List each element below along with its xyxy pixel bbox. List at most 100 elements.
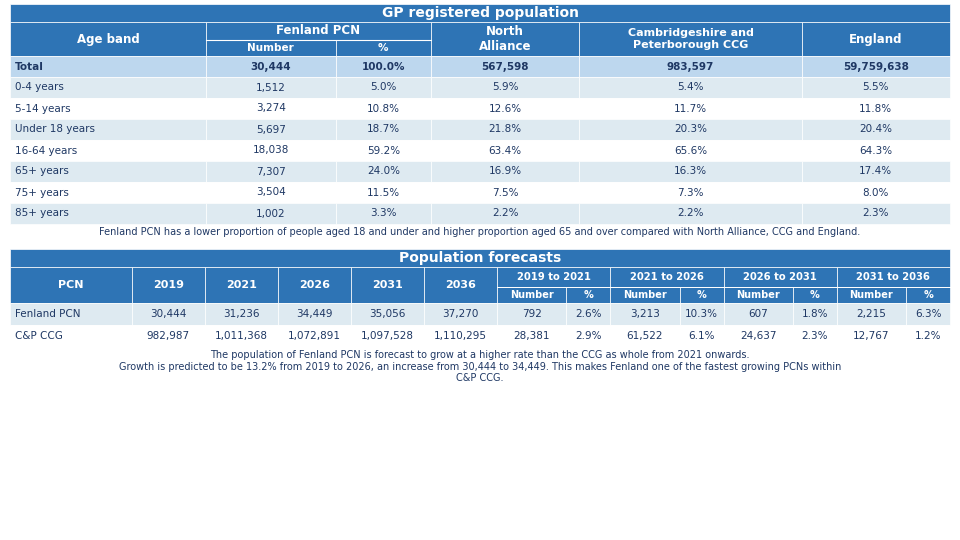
Bar [579,56,802,77]
Bar [793,303,837,325]
Bar [336,140,431,161]
Bar [724,287,793,303]
Bar [132,325,204,347]
Bar [611,267,724,287]
Text: 1,002: 1,002 [256,208,286,219]
Text: 12,767: 12,767 [853,331,890,341]
Text: Fenland PCN: Fenland PCN [276,24,361,37]
Bar [837,267,950,287]
Text: 65.6%: 65.6% [674,145,708,156]
Text: %: % [697,290,707,300]
Bar [424,303,497,325]
Text: 1.8%: 1.8% [802,309,828,319]
Bar [351,325,424,347]
Text: Fenland PCN has a lower proportion of people aged 18 and under and higher propor: Fenland PCN has a lower proportion of pe… [100,227,860,237]
Text: 16.9%: 16.9% [489,166,521,177]
Bar [837,303,906,325]
Text: The population of Fenland PCN is forecast to grow at a higher rate than the CCG : The population of Fenland PCN is forecas… [119,350,841,383]
Bar [431,77,579,98]
Bar [10,140,206,161]
Bar [10,22,206,56]
Text: 63.4%: 63.4% [489,145,521,156]
Text: 2019 to 2021: 2019 to 2021 [516,272,590,282]
Text: 1,097,528: 1,097,528 [361,331,414,341]
Text: 20.4%: 20.4% [859,125,893,134]
Bar [431,98,579,119]
Text: 1,512: 1,512 [256,83,286,92]
Bar [611,287,680,303]
Bar [431,140,579,161]
Text: Number: Number [850,290,894,300]
Bar [336,119,431,140]
Bar [336,203,431,224]
Bar [497,325,566,347]
Bar [579,140,802,161]
Bar [336,40,431,56]
Text: 30,444: 30,444 [251,62,291,71]
Text: 2,215: 2,215 [856,309,886,319]
Text: 1,011,368: 1,011,368 [215,331,268,341]
Bar [132,267,204,303]
Text: 2019: 2019 [153,280,183,290]
Text: 2036: 2036 [445,280,476,290]
Text: 7.5%: 7.5% [492,187,518,198]
Text: 2021 to 2026: 2021 to 2026 [630,272,704,282]
Text: 59,759,638: 59,759,638 [843,62,909,71]
Bar [277,325,351,347]
Bar [906,287,950,303]
Bar [579,22,802,56]
Bar [206,56,336,77]
Bar [206,119,336,140]
Bar [431,56,579,77]
Bar [611,325,680,347]
Bar [204,325,277,347]
Text: 11.7%: 11.7% [674,104,708,113]
Text: %: % [584,290,593,300]
Bar [424,325,497,347]
Bar [206,182,336,203]
Text: 24.0%: 24.0% [367,166,400,177]
Text: %: % [924,290,933,300]
Text: 2021: 2021 [226,280,256,290]
Text: 7,307: 7,307 [256,166,286,177]
Text: 3,274: 3,274 [256,104,286,113]
Bar [579,182,802,203]
Bar [10,77,206,98]
Text: North
Alliance: North Alliance [479,25,532,53]
Text: 34,449: 34,449 [296,309,333,319]
Text: 64.3%: 64.3% [859,145,893,156]
Bar [680,303,724,325]
Text: %: % [378,43,389,53]
Text: 31,236: 31,236 [223,309,259,319]
Text: Number: Number [510,290,554,300]
Bar [724,303,793,325]
Bar [277,303,351,325]
Text: 24,637: 24,637 [740,331,777,341]
Bar [206,203,336,224]
Bar [497,287,566,303]
Text: 10.8%: 10.8% [367,104,400,113]
Text: 2.9%: 2.9% [575,331,602,341]
Text: 10.3%: 10.3% [685,309,718,319]
Bar [579,203,802,224]
Text: 2.2%: 2.2% [677,208,704,219]
Text: 2.3%: 2.3% [863,208,889,219]
Bar [680,287,724,303]
Bar [802,119,950,140]
Text: 2031 to 2036: 2031 to 2036 [856,272,930,282]
Text: 5-14 years: 5-14 years [15,104,71,113]
Bar [793,287,837,303]
Bar [837,287,906,303]
Bar [10,303,132,325]
Text: 16.3%: 16.3% [674,166,708,177]
Bar [566,287,611,303]
Bar [336,161,431,182]
Text: 11.8%: 11.8% [859,104,893,113]
Bar [906,325,950,347]
Text: 5.0%: 5.0% [371,83,396,92]
Text: 3.3%: 3.3% [371,208,396,219]
Text: 18,038: 18,038 [252,145,289,156]
Text: 3,504: 3,504 [256,187,286,198]
Text: 5.5%: 5.5% [863,83,889,92]
Text: 12.6%: 12.6% [489,104,521,113]
